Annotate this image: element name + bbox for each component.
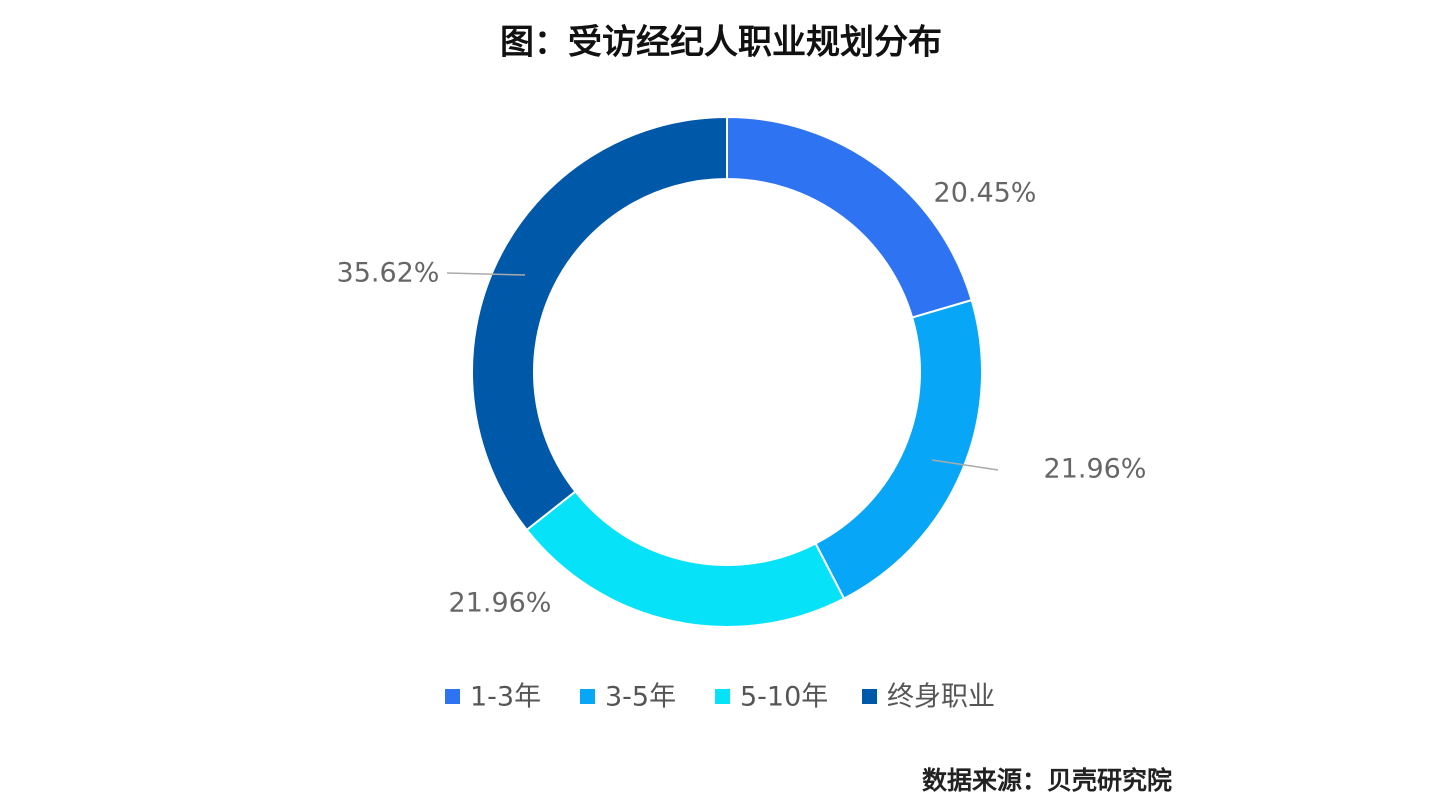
legend-swatch (715, 689, 730, 704)
leader-line (446, 272, 526, 276)
leader-line (931, 459, 999, 471)
legend-swatch (862, 689, 877, 704)
legend-label: 5-10年 (740, 682, 828, 713)
value-label: 35.62% (337, 258, 440, 289)
chart-title: 图：受访经纪人职业规划分布 (500, 23, 942, 63)
value-label: 21.96% (449, 588, 552, 619)
value-label: 20.45% (934, 178, 1037, 209)
donut-slice (525, 490, 846, 628)
legend-label: 终身职业 (887, 682, 995, 713)
source-note: 数据来源：贝壳研究院 (922, 766, 1172, 795)
legend-swatch (445, 689, 460, 704)
legend-label: 1-3年 (470, 682, 541, 713)
value-label: 21.96% (1044, 454, 1147, 485)
legend-swatch (580, 689, 595, 704)
donut-slice (814, 298, 983, 600)
donut-slice (471, 115, 728, 532)
legend-label: 3-5年 (605, 682, 676, 713)
donut-slice (726, 115, 973, 319)
